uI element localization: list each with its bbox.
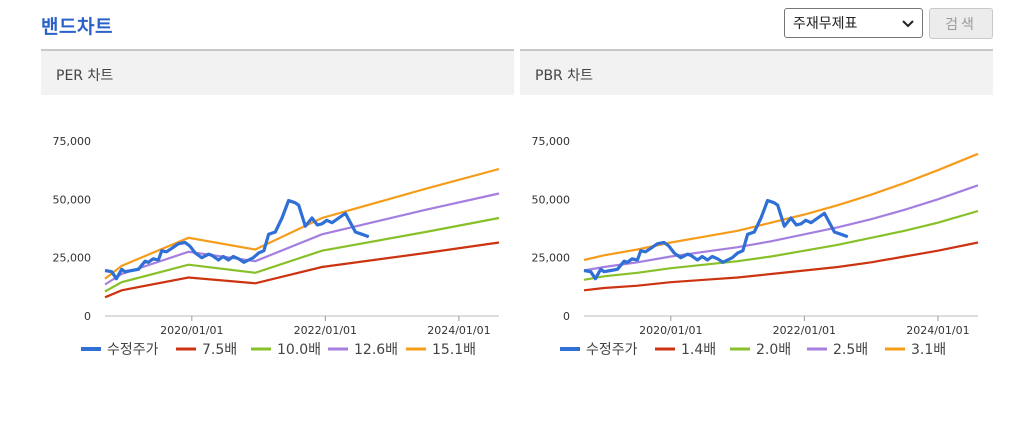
y-tick-label: 75,000: [532, 135, 571, 148]
y-tick-label: 50,000: [532, 193, 571, 206]
pbr-band-chart: 75,000 50,000 25,000 0 2020/01/01 2022/01/01 2…: [532, 135, 979, 358]
per-band-chart: 75,000 50,000 25,000 0 2020/01/01 2022/01/01 2…: [53, 135, 500, 358]
statement-type-select[interactable]: 주재무제표: [784, 8, 923, 38]
pbr-chart-title: PBR 차트: [535, 68, 593, 84]
pbr-chart-header: PBR 차트: [520, 49, 993, 95]
legend-label: 10.0배: [277, 342, 321, 358]
band-line-4: [583, 152, 979, 262]
x-tick-label: 2020/01/01: [160, 324, 223, 337]
legend-label: 3.1배: [911, 342, 946, 358]
legend-label: 7.5배: [202, 342, 237, 358]
statement-type-value: 주재무제표: [793, 16, 858, 32]
x-tick-label: 2024/01/01: [427, 324, 490, 337]
price-line: [104, 198, 370, 281]
per-chart-title: PER 차트: [56, 68, 114, 84]
chevron-down-icon: [902, 20, 914, 28]
band-line-2: [104, 216, 500, 293]
band-line-2: [583, 209, 979, 281]
x-tick-label: 2022/01/01: [773, 324, 836, 337]
pbr-chart-panel: PBR 차트 75,000 50,000 25,000 0 2020/01/01 2022…: [520, 49, 993, 420]
page-title: 밴드차트: [41, 16, 113, 38]
x-tick-label: 2020/01/01: [639, 324, 702, 337]
x-tick-label: 2022/01/01: [294, 324, 357, 337]
legend-label: 수정주가: [107, 342, 159, 358]
legend-label: 1.4배: [681, 342, 716, 358]
legend-label: 2.0배: [756, 342, 791, 358]
search-button[interactable]: 검색: [929, 8, 993, 39]
price-line: [583, 198, 849, 281]
legend-label: 2.5배: [833, 342, 868, 358]
y-tick-label: 25,000: [53, 252, 92, 265]
y-tick-label: 50,000: [53, 193, 92, 206]
band-line-3: [583, 184, 979, 272]
per-chart-header: PER 차트: [41, 49, 514, 95]
band-line-1: [583, 241, 979, 292]
per-chart-panel: PER 차트 75,000 50,000 25,000 0 2020/01/01 2022…: [41, 49, 514, 420]
band-line-4: [104, 167, 500, 280]
y-tick-label: 75,000: [53, 135, 92, 148]
x-tick-label: 2024/01/01: [906, 324, 969, 337]
y-tick-label: 0: [84, 310, 91, 323]
band-line-3: [104, 192, 500, 286]
legend-label: 12.6배: [354, 342, 398, 358]
legend-label: 15.1배: [432, 342, 476, 358]
band-line-1: [104, 241, 500, 299]
y-tick-label: 25,000: [532, 252, 571, 265]
y-tick-label: 0: [563, 310, 570, 323]
legend-label: 수정주가: [586, 342, 638, 358]
